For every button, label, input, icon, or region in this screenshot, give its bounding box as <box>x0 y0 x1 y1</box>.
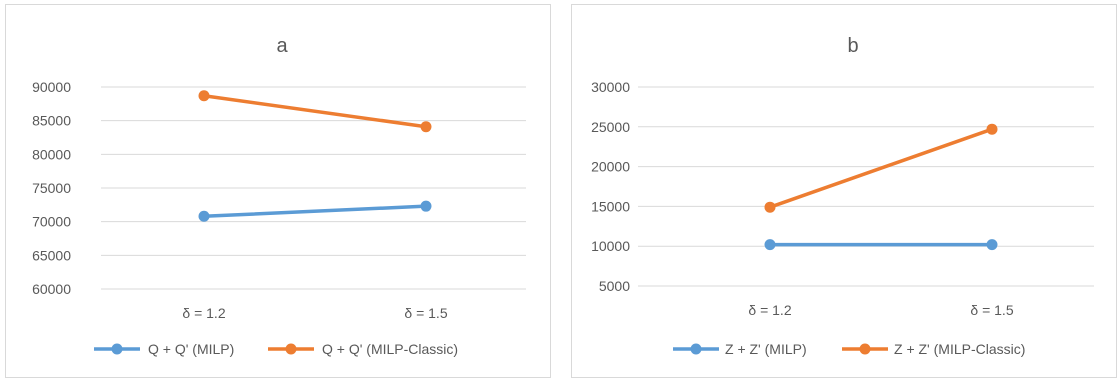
chart-panel-a: a 60000 65000 70000 75000 80000 85000 90000 δ = … <box>5 4 551 378</box>
chart-a-svg: a 60000 65000 70000 75000 80000 85000 90000 δ = … <box>32 35 526 357</box>
data-point <box>764 201 776 213</box>
legend-label: Q + Q' (MILP-Classic) <box>322 341 458 357</box>
chart-title: b <box>847 35 858 57</box>
y-tick-label: 10000 <box>591 238 630 254</box>
legend-marker <box>859 343 871 355</box>
data-point <box>986 239 998 251</box>
legend-label: Z + Z' (MILP-Classic) <box>894 341 1025 357</box>
y-tick-label: 90000 <box>32 79 71 95</box>
data-point <box>198 210 210 222</box>
y-tick-label: 65000 <box>32 247 71 263</box>
series-line <box>202 94 428 129</box>
y-tick-label: 85000 <box>32 113 71 129</box>
data-point <box>420 121 432 133</box>
data-point <box>764 239 776 251</box>
y-tick-label: 20000 <box>591 159 630 175</box>
y-tick-label: 5000 <box>599 278 630 294</box>
chart-title: a <box>276 35 288 57</box>
x-tick-label: δ = 1.2 <box>748 302 791 318</box>
legend-label: Z + Z' (MILP) <box>725 341 807 357</box>
y-tick-label: 80000 <box>32 146 71 162</box>
y-tick-label: 75000 <box>32 180 71 196</box>
data-point <box>198 90 210 102</box>
legend-marker <box>285 343 297 355</box>
data-point <box>986 123 998 135</box>
data-point <box>420 200 432 212</box>
x-tick-label: δ = 1.5 <box>970 302 1013 318</box>
series-line <box>202 204 428 219</box>
legend-label: Q + Q' (MILP) <box>148 341 234 357</box>
y-tick-label: 25000 <box>591 119 630 135</box>
y-tick-label: 60000 <box>32 281 71 297</box>
y-tick-label: 15000 <box>591 198 630 214</box>
legend-marker <box>690 343 702 355</box>
legend-marker <box>111 343 123 355</box>
chart-b-svg: b 5000 10000 15000 20000 25000 30000 δ = 1.2 δ =… <box>591 35 1094 357</box>
y-tick-label: 70000 <box>32 214 71 230</box>
x-tick-label: δ = 1.5 <box>404 305 447 321</box>
x-tick-label: δ = 1.2 <box>182 305 225 321</box>
series-line <box>768 127 994 209</box>
y-tick-label: 30000 <box>591 79 630 95</box>
chart-panel-b: b 5000 10000 15000 20000 25000 30000 δ = 1.2 δ =… <box>571 4 1117 378</box>
